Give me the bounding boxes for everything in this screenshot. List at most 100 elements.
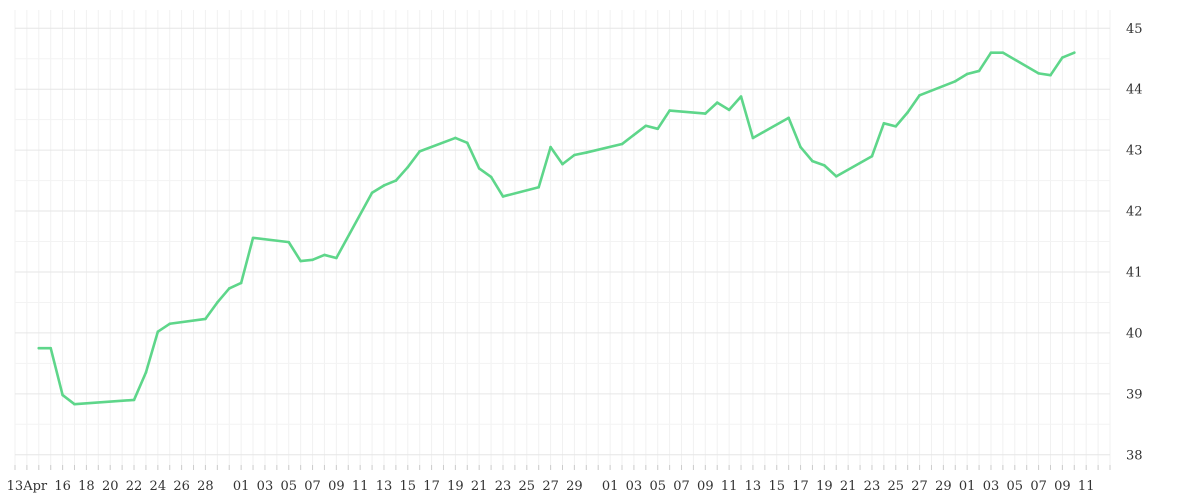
x-tick-label: 05 — [280, 479, 297, 494]
y-tick-label: 39 — [1126, 387, 1143, 402]
data-point — [1061, 56, 1064, 59]
data-point — [918, 94, 921, 97]
data-point — [585, 151, 588, 154]
x-tick-label: 03 — [983, 479, 1000, 494]
data-point — [370, 191, 374, 195]
y-tick-label: 40 — [1126, 326, 1143, 341]
x-tick-label: 01 — [602, 479, 619, 494]
y-tick-label: 43 — [1126, 144, 1143, 159]
data-point — [989, 51, 993, 54]
y-tick-label: 38 — [1126, 448, 1143, 463]
data-point — [418, 150, 421, 153]
data-point — [311, 258, 314, 262]
x-tick-label: 11 — [721, 479, 738, 494]
x-tick-label: 01 — [959, 479, 976, 494]
data-point — [739, 95, 743, 98]
data-point — [811, 159, 814, 163]
data-point — [906, 111, 909, 114]
data-point — [465, 141, 469, 145]
x-tick-label: 21 — [840, 479, 857, 494]
data-point — [323, 253, 326, 257]
data-point — [894, 125, 898, 128]
data-point — [668, 109, 671, 112]
data-point — [239, 281, 243, 285]
x-tick-label: 07 — [304, 479, 321, 494]
x-tick-label: 01 — [233, 479, 250, 494]
data-point — [144, 371, 148, 374]
x-tick-label: 15 — [768, 479, 785, 494]
data-point — [965, 72, 969, 76]
data-point — [882, 122, 886, 125]
x-tick-label: 22 — [126, 479, 143, 494]
data-point — [132, 398, 136, 402]
data-point — [549, 145, 552, 149]
x-tick-label: 13Apr — [7, 479, 48, 494]
data-point — [335, 256, 338, 260]
x-tick-label: 23 — [495, 479, 512, 494]
data-point — [537, 186, 540, 189]
x-tick-label: 07 — [673, 479, 690, 494]
x-tick-label: 07 — [1030, 479, 1047, 494]
x-tick-label: 17 — [423, 479, 440, 494]
y-tick-label: 41 — [1126, 265, 1143, 280]
data-point — [287, 240, 291, 244]
data-point — [382, 184, 386, 187]
x-tick-label: 09 — [328, 479, 345, 494]
y-tick-label: 44 — [1126, 83, 1143, 98]
data-point — [406, 165, 410, 169]
data-point — [620, 142, 624, 146]
x-tick-label: 03 — [257, 479, 274, 494]
x-tick-label: 16 — [54, 479, 71, 494]
data-point — [168, 322, 172, 326]
x-tick-label: 29 — [566, 479, 583, 494]
x-tick-label: 15 — [399, 479, 416, 494]
data-point — [799, 145, 802, 149]
x-tick-label: 25 — [519, 479, 536, 494]
x-tick-label: 23 — [864, 479, 881, 494]
data-point — [715, 101, 719, 104]
data-point — [704, 112, 707, 115]
data-point — [216, 301, 219, 304]
x-tick-label: 24 — [150, 479, 167, 494]
x-tick-label: 11 — [352, 479, 369, 494]
data-point — [656, 127, 660, 131]
grid — [14, 10, 1111, 470]
x-tick-label: 05 — [649, 479, 666, 494]
x-tick-label: 27 — [911, 479, 928, 494]
data-point — [834, 175, 838, 178]
data-point — [477, 167, 481, 170]
data-point — [1049, 73, 1052, 77]
series-group — [37, 51, 1076, 406]
data-point — [394, 179, 398, 182]
data-point — [727, 108, 731, 112]
data-point — [1072, 51, 1076, 54]
data-point — [870, 154, 874, 158]
x-tick-label: 05 — [1007, 479, 1024, 494]
data-point — [823, 164, 826, 167]
x-tick-label: 21 — [471, 479, 488, 494]
y-axis-labels: 38 39 40 41 42 43 44 45 — [1126, 22, 1143, 463]
x-tick-label: 03 — [626, 479, 643, 494]
x-tick-label: 09 — [1054, 479, 1071, 494]
x-tick-label: 09 — [697, 479, 714, 494]
data-point — [787, 116, 790, 120]
data-point — [573, 153, 576, 157]
axis-ticks — [14, 465, 1111, 470]
x-tick-label: 25 — [887, 479, 904, 494]
data-point — [49, 346, 53, 350]
x-tick-label: 17 — [792, 479, 809, 494]
data-point — [251, 236, 255, 240]
data-point — [501, 195, 505, 198]
series-line — [37, 51, 1076, 406]
y-tick-label: 42 — [1126, 205, 1143, 220]
x-tick-label: 26 — [173, 479, 190, 494]
data-point — [156, 330, 160, 334]
data-point — [227, 287, 231, 290]
data-point — [751, 136, 755, 140]
data-point — [489, 175, 493, 179]
x-tick-label: 29 — [935, 479, 952, 494]
data-point — [204, 317, 207, 321]
data-point — [953, 79, 957, 83]
x-tick-label: 18 — [78, 479, 95, 494]
